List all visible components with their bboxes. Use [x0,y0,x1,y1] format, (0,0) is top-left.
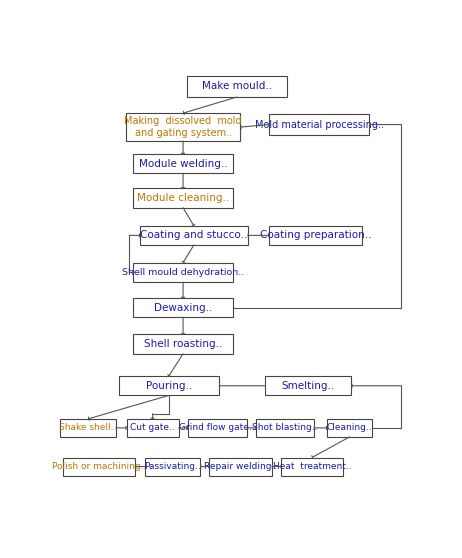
Text: Smelting..: Smelting.. [282,381,335,391]
Text: Making  dissolved  mold
and gating system..: Making dissolved mold and gating system.… [124,116,242,138]
Bar [269,114,369,135]
Text: Shake shell..: Shake shell.. [60,424,117,432]
Bar [256,419,314,437]
Text: Polish or machining..: Polish or machining.. [52,462,146,471]
Bar [119,376,219,396]
Bar [126,113,240,141]
Bar [327,419,372,437]
Text: Shell roasting..: Shell roasting.. [144,339,222,349]
Text: Mold material processing..: Mold material processing.. [255,119,383,129]
Text: Heat  treatment..: Heat treatment.. [273,462,351,471]
Text: Shot blasting..: Shot blasting.. [252,424,318,432]
Text: Make mould..: Make mould.. [202,81,272,92]
Text: Cleaning..: Cleaning.. [327,424,372,432]
Text: Coating and stucco..: Coating and stucco.. [140,230,248,240]
Bar [280,458,343,475]
Bar [265,376,351,396]
Bar [133,263,233,282]
Bar [133,154,233,174]
Text: Passivating..: Passivating.. [144,462,201,471]
Text: Cut gate..: Cut gate.. [130,424,175,432]
Bar [133,334,233,354]
Bar [188,419,247,437]
Bar [187,75,287,97]
Text: Grind flow gate..: Grind flow gate.. [179,424,255,432]
Bar [209,458,272,475]
Bar [133,298,233,318]
Bar [269,226,362,245]
Bar [127,419,179,437]
Text: Module cleaning..: Module cleaning.. [137,193,229,203]
Bar [140,226,248,245]
Bar [133,189,233,208]
Text: Module welding..: Module welding.. [139,158,227,169]
Text: Pouring..: Pouring.. [146,381,192,391]
Text: Dewaxing..: Dewaxing.. [154,302,212,312]
Text: Shell mould dehydration..: Shell mould dehydration.. [122,268,244,277]
Text: Coating preparation..: Coating preparation.. [260,230,371,240]
Bar [145,458,200,475]
Bar [63,458,135,475]
Text: Repair welding..: Repair welding.. [204,462,277,471]
Bar [61,419,116,437]
